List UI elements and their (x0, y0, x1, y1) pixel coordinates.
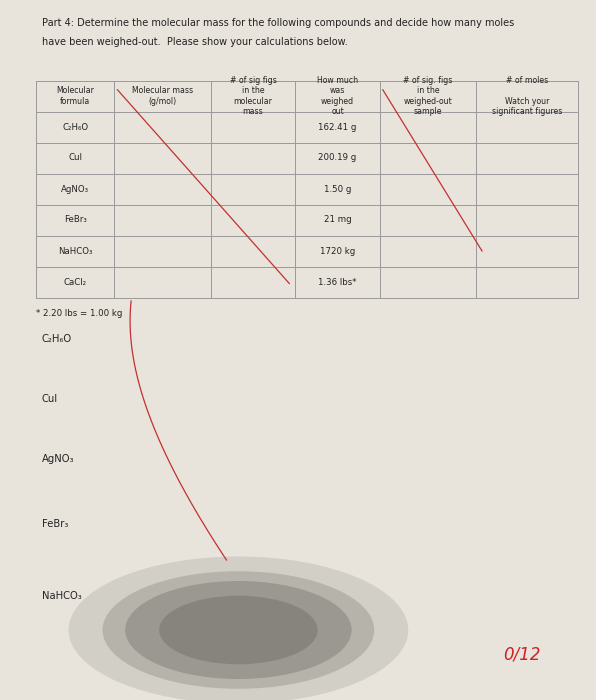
Text: How much
was
weighed
out: How much was weighed out (317, 76, 358, 116)
Text: * 2.20 lbs = 1.00 kg: * 2.20 lbs = 1.00 kg (36, 309, 122, 318)
Text: CuI: CuI (68, 153, 82, 162)
Text: 1.50 g: 1.50 g (324, 185, 351, 193)
Text: 0/12: 0/12 (503, 645, 540, 664)
Text: NaHCO₃: NaHCO₃ (58, 246, 92, 256)
Text: Part 4: Determine the molecular mass for the following compounds and decide how : Part 4: Determine the molecular mass for… (42, 18, 514, 27)
Ellipse shape (103, 571, 374, 689)
Text: 162.41 g: 162.41 g (318, 122, 357, 132)
Text: NaHCO₃: NaHCO₃ (42, 592, 82, 601)
Ellipse shape (125, 581, 352, 679)
Ellipse shape (159, 596, 318, 664)
Text: Molecular mass
(g/mol): Molecular mass (g/mol) (132, 86, 193, 106)
Text: 21 mg: 21 mg (324, 216, 352, 225)
Text: 1720 kg: 1720 kg (320, 246, 355, 256)
Text: # of moles

Watch your
significant figures: # of moles Watch your significant figure… (492, 76, 562, 116)
Text: 1.36 lbs*: 1.36 lbs* (318, 277, 357, 286)
Text: # of sig. figs
in the
weighed-out
sample: # of sig. figs in the weighed-out sample (403, 76, 452, 116)
Ellipse shape (69, 556, 408, 700)
Text: FeBr₃: FeBr₃ (64, 216, 86, 225)
Text: # of sig figs
in the
molecular
mass: # of sig figs in the molecular mass (229, 76, 277, 116)
Text: C₂H₆O: C₂H₆O (42, 335, 72, 344)
Text: AgNO₃: AgNO₃ (61, 185, 89, 193)
Text: CaCl₂: CaCl₂ (64, 277, 86, 286)
Text: AgNO₃: AgNO₃ (42, 454, 74, 463)
Text: 200.19 g: 200.19 g (318, 153, 356, 162)
Text: FeBr₃: FeBr₃ (42, 519, 68, 528)
Text: CuI: CuI (42, 394, 58, 404)
Text: Molecular
formula: Molecular formula (56, 86, 94, 106)
Text: C₂H₆O: C₂H₆O (62, 122, 88, 132)
Text: have been weighed-out.  Please show your calculations below.: have been weighed-out. Please show your … (42, 37, 347, 47)
